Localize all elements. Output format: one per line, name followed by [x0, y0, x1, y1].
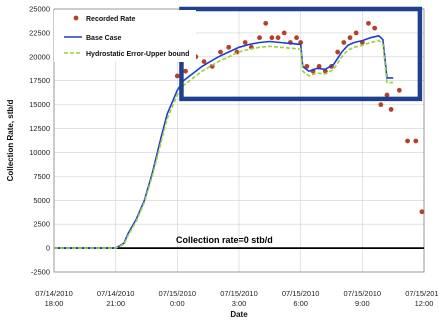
recorded-rate-point: [378, 102, 384, 108]
recorded-rate-point: [218, 49, 223, 55]
recorded-rate-point: [316, 63, 322, 69]
recorded-rate-point: [384, 92, 390, 98]
recorded-rate-point: [347, 35, 353, 41]
zero-rate-annotation: Collection rate=0 stb/d: [176, 235, 273, 245]
recorded-rate-point: [335, 49, 341, 55]
x-tick-time: 6:00: [293, 299, 308, 308]
recorded-rate-point: [263, 20, 269, 26]
recorded-rate-point: [366, 20, 371, 26]
recorded-rate-point: [372, 25, 378, 31]
legend-recorded-rate-label: Recorded Rate: [86, 16, 136, 23]
recorded-rate-point: [405, 138, 410, 144]
y-axis-title: Collection Rate, stb/d: [6, 100, 15, 182]
recorded-rate-point: [353, 30, 359, 36]
y-tick-label: -2500: [31, 268, 50, 277]
recorded-rate-point: [242, 40, 248, 45]
recorded-rate-point: [183, 68, 188, 74]
recorded-rate-point: [341, 40, 347, 45]
y-tick-label: 2500: [33, 220, 50, 229]
legend-recorded-rate-marker: [73, 15, 79, 21]
recorded-rate-point: [294, 35, 299, 41]
recorded-rate-point: [257, 35, 262, 41]
x-tick-date: 07/15/2010: [405, 289, 439, 298]
recorded-rate-point: [201, 59, 207, 64]
x-tick-time: 18:00: [45, 299, 64, 308]
recorded-rate-point: [419, 209, 425, 215]
y-tick-label: 25000: [29, 5, 50, 14]
recorded-rate-point: [304, 63, 310, 69]
x-tick-date: 07/15/2010: [220, 289, 258, 298]
y-tick-label: 7500: [33, 172, 50, 181]
recorded-rate-point: [174, 73, 180, 79]
x-tick-date: 07/14/2010: [35, 289, 73, 298]
y-tick-label: 10000: [29, 148, 50, 157]
recorded-rate-point: [269, 35, 275, 41]
recorded-rate-point: [226, 44, 232, 50]
x-tick-date: 07/15/2010: [344, 289, 382, 298]
x-tick-date: 07/15/2010: [159, 289, 197, 298]
x-tick-date: 07/15/2010: [282, 289, 320, 298]
x-tick-time: 12:00: [415, 299, 434, 308]
x-tick-labels: 07/14/201018:0007/14/201021:0007/15/2010…: [35, 289, 439, 308]
y-tick-label: 12500: [29, 124, 50, 133]
hydrostatic-upper-bound-line: [54, 39, 394, 249]
legend-base-case-label: Base Case: [86, 35, 122, 42]
recorded-rate-point: [281, 30, 287, 36]
recorded-rate-point: [413, 138, 419, 144]
x-tick-time: 9:00: [355, 299, 370, 308]
legend: Recorded Rate Base Case Hydrostatic Erro…: [54, 10, 196, 62]
y-tick-label: 20000: [29, 52, 50, 61]
recorded-rate-point: [275, 35, 281, 41]
legend-hydrostatic-label: Hydrostatic Error-Upper bound: [86, 51, 189, 58]
recorded-rate-point: [388, 107, 394, 112]
y-tick-label: 5000: [33, 196, 50, 205]
base-case-line: [54, 34, 394, 249]
recorded-rate-point: [396, 87, 402, 93]
x-tick-time: 3:00: [232, 299, 247, 308]
x-tick-time: 21:00: [106, 299, 125, 308]
series-layer: [54, 20, 425, 249]
y-tick-label: 0: [46, 244, 50, 253]
x-tick-date: 07/14/2010: [97, 289, 135, 298]
y-tick-label: 17500: [29, 76, 50, 85]
y-tick-labels: -2500 0 2500 5000 7500 10000 12500 15000 17500 20…: [29, 5, 50, 277]
x-axis-title: Date: [230, 310, 248, 319]
x-tick-time: 0:00: [170, 299, 185, 308]
y-tick-label: 15000: [29, 100, 50, 109]
y-tick-label: 22500: [29, 28, 50, 37]
